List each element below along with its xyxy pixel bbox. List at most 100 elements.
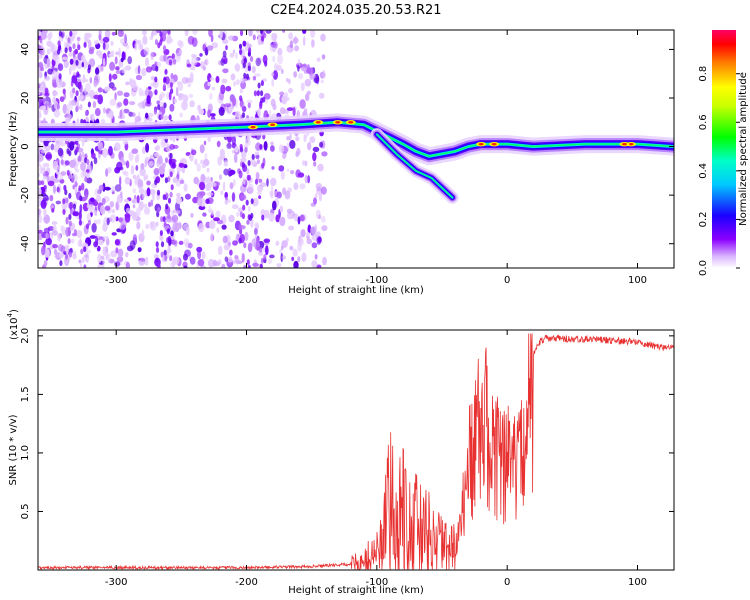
spectrogram-speckle-blob (158, 101, 165, 107)
spectrogram-speckle-blob (239, 228, 243, 235)
spectrogram-speckle-blob (246, 41, 250, 46)
spectrogram-speckle-blob (158, 95, 163, 101)
spectrogram-speckle-blob (209, 77, 215, 81)
spectrogram-speckle-blob (219, 148, 225, 159)
spectrogram-speckle-blob (288, 32, 293, 40)
spectrogram-speckle-blob (120, 57, 124, 63)
spectrogram-speckle-blob (125, 252, 129, 258)
spectrogram-speckle-blob (47, 226, 55, 231)
spectrogram-speckle-blob (70, 58, 74, 65)
spectrogram-traces (38, 113, 674, 204)
spectrogram-speckle-blob (307, 142, 312, 151)
spectrogram-speckle-blob (120, 157, 125, 164)
spectrogram-speckle-blob (201, 251, 206, 260)
spectrogram-speckle-blob (286, 208, 293, 214)
spectrogram-speckle-blob (311, 39, 315, 48)
spectrogram-speckle-blob (62, 88, 66, 95)
spectrogram-speckle-blob (172, 222, 180, 232)
spectrogram-speckle-blob (102, 148, 108, 158)
spectrogram-speckle-blob (215, 210, 221, 218)
spectrogram-speckle-blob (211, 211, 214, 216)
spectrogram-speckle-blob (81, 62, 85, 68)
spectrogram-speckle-blob (159, 230, 163, 236)
colorbar-label: Normalized spectral amplitude (738, 72, 749, 226)
spectrogram-speckle-blob (200, 173, 206, 183)
spectrogram-speckle-blob (170, 240, 177, 245)
spectrogram-speckle-blob (138, 87, 143, 97)
spectrogram-speckle-blob (252, 262, 259, 267)
spectrogram-speckle-blob (260, 209, 266, 217)
spectrogram-speckle-blob (169, 143, 175, 150)
spectrogram-speckle-blob (286, 77, 289, 83)
spectrogram-speckle-blob (64, 253, 68, 260)
spectrogram-speckle-blob (222, 181, 226, 191)
spectrogram-speckle-blob (243, 242, 247, 249)
spectrogram-speckle-blob (68, 251, 73, 258)
spectrogram-speckle-blob (68, 192, 72, 199)
spectrogram-speckle-blob (235, 111, 241, 118)
spectrogram-speckle-blob (164, 157, 169, 164)
spectrogram-speckle-blob (178, 240, 184, 245)
spectrogram-speckle-blob (83, 41, 87, 48)
spectrogram-speckle-blob (70, 227, 74, 232)
colorbar-tick-label: 0.4 (698, 163, 709, 179)
spectrogram-speckle-blob (306, 238, 313, 245)
spectrogram-speckle-blob (45, 232, 50, 240)
spectrogram-speckle-blob (243, 264, 247, 268)
spectrogram-speckle-blob (166, 208, 170, 214)
spectrogram-speckle-blob (138, 187, 145, 195)
spectrogram-x-tick-label: -200 (235, 275, 258, 286)
spectrogram-speckle-blob (178, 49, 183, 55)
spectrogram-speckle-blob (246, 219, 250, 225)
spectrogram-speckle-blob (168, 158, 172, 165)
spectrogram-speckle-blob (309, 73, 316, 79)
spectrogram-speckle-blob (257, 108, 261, 118)
spectrogram-speckle-blob (60, 245, 66, 253)
spectrogram-speckle-blob (231, 135, 236, 145)
spectrogram-speckle-blob (210, 232, 214, 242)
spectrogram-speckle-blob (160, 138, 166, 149)
spectrogram-speckle-blob (220, 58, 225, 66)
spectrogram-speckle-blob (271, 78, 275, 87)
spectrogram-speckle-blob (139, 257, 146, 262)
figure-title: C2E4.2024.035.20.53.R21 (270, 3, 441, 18)
spectrogram-speckle-blob (81, 54, 86, 64)
spectrogram-speckle-blob (71, 99, 77, 106)
spectrogram-speckle-blob (175, 178, 181, 187)
spectrogram-speckle-blob (93, 79, 98, 88)
spectrogram-speckle-blob (255, 171, 260, 181)
spectrogram-speckle-blob (68, 46, 72, 53)
spectrogram-speckle-blob (47, 180, 55, 187)
spectrogram-speckle-blob (60, 171, 67, 176)
spectrogram-speckle-blob (134, 41, 138, 52)
spectrogram-speckle-blob (38, 180, 43, 186)
spectrogram-speckle-blob (75, 106, 79, 113)
spectrogram-speckle-blob (190, 213, 194, 218)
spectrogram-speckle-blob (38, 153, 44, 163)
spectrogram-speckle-blob (97, 87, 103, 93)
spectrogram-speckle-blob (163, 249, 167, 256)
spectrogram-speckle-blob (81, 182, 85, 191)
spectrogram-speckle-blob (84, 176, 88, 183)
spectrogram-speckle-blob (269, 109, 272, 117)
spectrogram-speckle-blob (62, 198, 66, 205)
spectrogram-speckle-blob (247, 65, 251, 72)
spectrogram-speckle-blob (246, 174, 250, 181)
spectrogram-speckle-blob (141, 229, 145, 238)
spectrogram-speckle-blob (317, 163, 324, 172)
spectrogram-speckle-blob (160, 251, 164, 258)
spectrogram-speckle-blob (311, 260, 318, 268)
snr-y-multiplier: (x104) (6, 309, 20, 340)
spectrogram-peak-core (315, 120, 321, 124)
spectrogram-speckle-blob (150, 199, 154, 207)
spectrogram-speckle-blob (40, 167, 46, 171)
spectrogram-speckle-blob (102, 57, 106, 67)
spectrogram-speckle-blob (79, 103, 83, 111)
spectrogram-speckle-blob (148, 160, 154, 167)
spectrogram-speckle-blob (51, 221, 58, 225)
spectrogram-speckle-blob (164, 177, 168, 184)
spectrogram-speckle-blob (112, 73, 118, 80)
spectrogram-speckle-blob (131, 148, 139, 154)
spectrogram-speckle-blob (169, 82, 173, 89)
spectrogram-speckle-blob (109, 61, 116, 71)
